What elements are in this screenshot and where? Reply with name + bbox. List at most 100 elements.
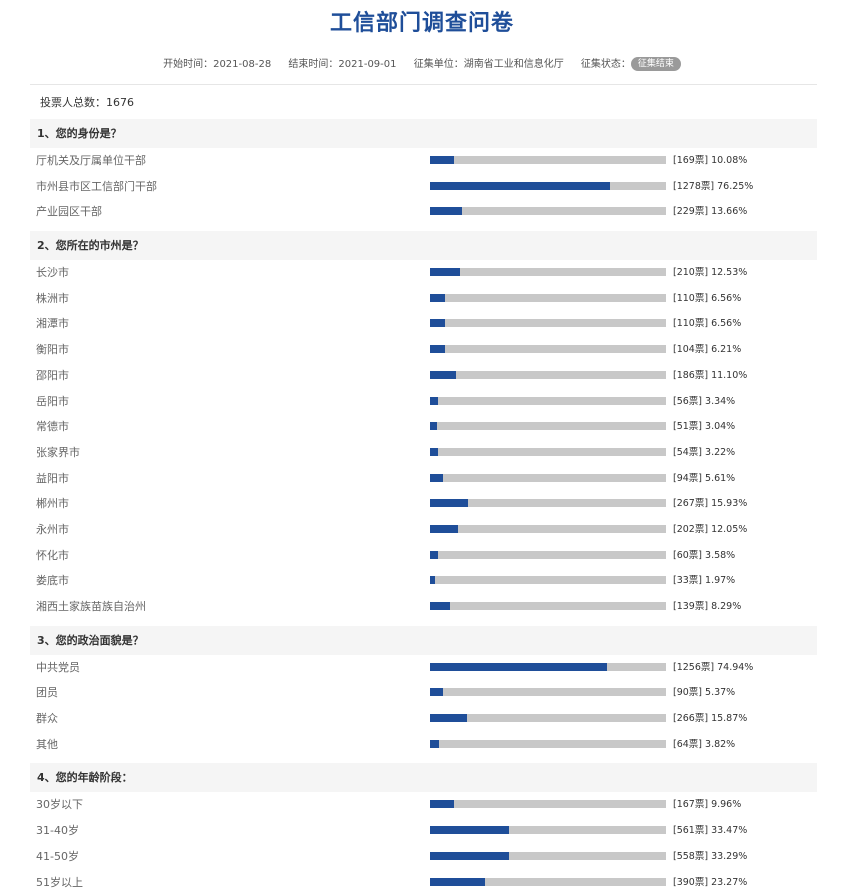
vote-stat: [1278票] 76.25% bbox=[673, 174, 753, 200]
option-row: 株洲市[110票] 6.56% bbox=[30, 286, 817, 312]
progress-bar bbox=[430, 371, 666, 379]
option-label: 湘潭市 bbox=[36, 311, 69, 337]
vote-stat: [54票] 3.22% bbox=[673, 440, 735, 466]
option-label: 岳阳市 bbox=[36, 389, 69, 415]
vote-stat: [33票] 1.97% bbox=[673, 568, 735, 594]
progress-fill bbox=[430, 499, 468, 507]
option-row: 厅机关及厅属单位干部[169票] 10.08% bbox=[30, 148, 817, 174]
progress-fill bbox=[430, 422, 437, 430]
progress-fill bbox=[430, 852, 509, 860]
option-row: 长沙市[210票] 12.53% bbox=[30, 260, 817, 286]
question-section: 1、您的身份是？厅机关及厅属单位干部[169票] 10.08%市州县市区工信部门… bbox=[30, 119, 817, 225]
vote-stat: [229票] 13.66% bbox=[673, 199, 747, 225]
option-row: 怀化市[60票] 3.58% bbox=[30, 543, 817, 569]
progress-bar bbox=[430, 800, 666, 808]
option-row: 中共党员[1256票] 74.94% bbox=[30, 655, 817, 681]
progress-fill bbox=[430, 268, 460, 276]
vote-stat: [139票] 8.29% bbox=[673, 594, 741, 620]
question-title: 3、您的政治面貌是？ bbox=[30, 626, 817, 655]
vote-stat: [186票] 11.10% bbox=[673, 363, 747, 389]
option-label: 长沙市 bbox=[36, 260, 69, 286]
status-badge: 征集结束 bbox=[631, 57, 681, 71]
option-label: 常德市 bbox=[36, 414, 69, 440]
option-row: 永州市[202票] 12.05% bbox=[30, 517, 817, 543]
progress-bar bbox=[430, 207, 666, 215]
question-section: 2、您所在的市州是？长沙市[210票] 12.53%株洲市[110票] 6.56… bbox=[30, 231, 817, 620]
vote-stat: [51票] 3.04% bbox=[673, 414, 735, 440]
option-row: 岳阳市[56票] 3.34% bbox=[30, 389, 817, 415]
question-title: 2、您所在的市州是？ bbox=[30, 231, 817, 260]
progress-fill bbox=[430, 294, 445, 302]
option-row: 产业园区干部 [229票] 13.66% bbox=[30, 199, 817, 225]
progress-fill bbox=[430, 551, 438, 559]
vote-stat: [110票] 6.56% bbox=[673, 311, 741, 337]
option-row: 娄底市 [33票] 1.97% bbox=[30, 568, 817, 594]
progress-fill bbox=[430, 371, 456, 379]
vote-stat: [104票] 6.21% bbox=[673, 337, 741, 363]
progress-fill bbox=[430, 740, 439, 748]
progress-fill bbox=[430, 182, 610, 190]
option-row: 常德市 [51票] 3.04% bbox=[30, 414, 817, 440]
vote-stat: [64票] 3.82% bbox=[673, 732, 735, 758]
option-row: 邵阳市 [186票] 11.10% bbox=[30, 363, 817, 389]
option-label: 娄底市 bbox=[36, 568, 69, 594]
progress-bar bbox=[430, 319, 666, 327]
vote-stat: [266票] 15.87% bbox=[673, 706, 747, 732]
progress-fill bbox=[430, 878, 485, 886]
option-label: 产业园区干部 bbox=[36, 199, 102, 225]
progress-fill bbox=[430, 156, 454, 164]
progress-fill bbox=[430, 397, 438, 405]
status-group: 征集状态：征集结束 bbox=[581, 59, 681, 70]
vote-stat: [90票] 5.37% bbox=[673, 680, 735, 706]
option-label: 31-40岁 bbox=[36, 818, 79, 844]
option-label: 邵阳市 bbox=[36, 363, 69, 389]
progress-bar bbox=[430, 422, 666, 430]
progress-bar bbox=[430, 688, 666, 696]
progress-bar bbox=[430, 663, 666, 671]
option-label: 市州县市区工信部门干部 bbox=[36, 174, 157, 200]
end-time: 结束时间：2021-09-01 bbox=[288, 59, 396, 70]
option-row: 张家界市 [54票] 3.22% bbox=[30, 440, 817, 466]
option-row: 益阳市[94票] 5.61% bbox=[30, 466, 817, 492]
progress-bar bbox=[430, 448, 666, 456]
question-title: 4、您的年龄阶段： bbox=[30, 763, 817, 792]
option-label: 益阳市 bbox=[36, 466, 69, 492]
option-label: 湘西土家族苗族自治州 bbox=[36, 594, 146, 620]
progress-fill bbox=[430, 800, 454, 808]
start-time: 开始时间：2021-08-28 bbox=[163, 59, 271, 70]
progress-bar bbox=[430, 525, 666, 533]
option-label: 团员 bbox=[36, 680, 58, 706]
option-row: 41-50岁[558票] 33.29% bbox=[30, 844, 817, 870]
progress-fill bbox=[430, 663, 607, 671]
progress-bar bbox=[430, 474, 666, 482]
progress-fill bbox=[430, 576, 435, 584]
progress-fill bbox=[430, 345, 445, 353]
vote-stat: [110票] 6.56% bbox=[673, 286, 741, 312]
vote-stat: [267票] 15.93% bbox=[673, 491, 747, 517]
progress-bar bbox=[430, 397, 666, 405]
survey-meta: 开始时间：2021-08-28 结束时间：2021-09-01 征集单位：湖南省… bbox=[0, 56, 844, 74]
option-label: 怀化市 bbox=[36, 543, 69, 569]
vote-stat: [167票] 9.96% bbox=[673, 792, 741, 818]
question-list: 1、您的身份是？厅机关及厅属单位干部[169票] 10.08%市州县市区工信部门… bbox=[0, 119, 844, 895]
progress-bar bbox=[430, 826, 666, 834]
progress-bar bbox=[430, 499, 666, 507]
option-label: 51岁以上 bbox=[36, 870, 83, 895]
progress-bar bbox=[430, 551, 666, 559]
progress-bar bbox=[430, 345, 666, 353]
progress-bar bbox=[430, 852, 666, 860]
page-title: 工信部门调查问卷 bbox=[0, 0, 844, 44]
progress-bar bbox=[430, 294, 666, 302]
option-row: 衡阳市[104票] 6.21% bbox=[30, 337, 817, 363]
option-label: 其他 bbox=[36, 732, 58, 758]
option-label: 张家界市 bbox=[36, 440, 80, 466]
option-label: 郴州市 bbox=[36, 491, 69, 517]
option-row: 湘潭市 [110票] 6.56% bbox=[30, 311, 817, 337]
option-row: 51岁以上 [390票] 23.27% bbox=[30, 870, 817, 895]
vote-stat: [390票] 23.27% bbox=[673, 870, 747, 895]
option-label: 41-50岁 bbox=[36, 844, 79, 870]
question-section: 3、您的政治面貌是？中共党员[1256票] 74.94%团员 [90票] 5.37… bbox=[30, 626, 817, 758]
option-row: 郴州市 [267票] 15.93% bbox=[30, 491, 817, 517]
progress-fill bbox=[430, 688, 443, 696]
divider bbox=[30, 84, 817, 85]
